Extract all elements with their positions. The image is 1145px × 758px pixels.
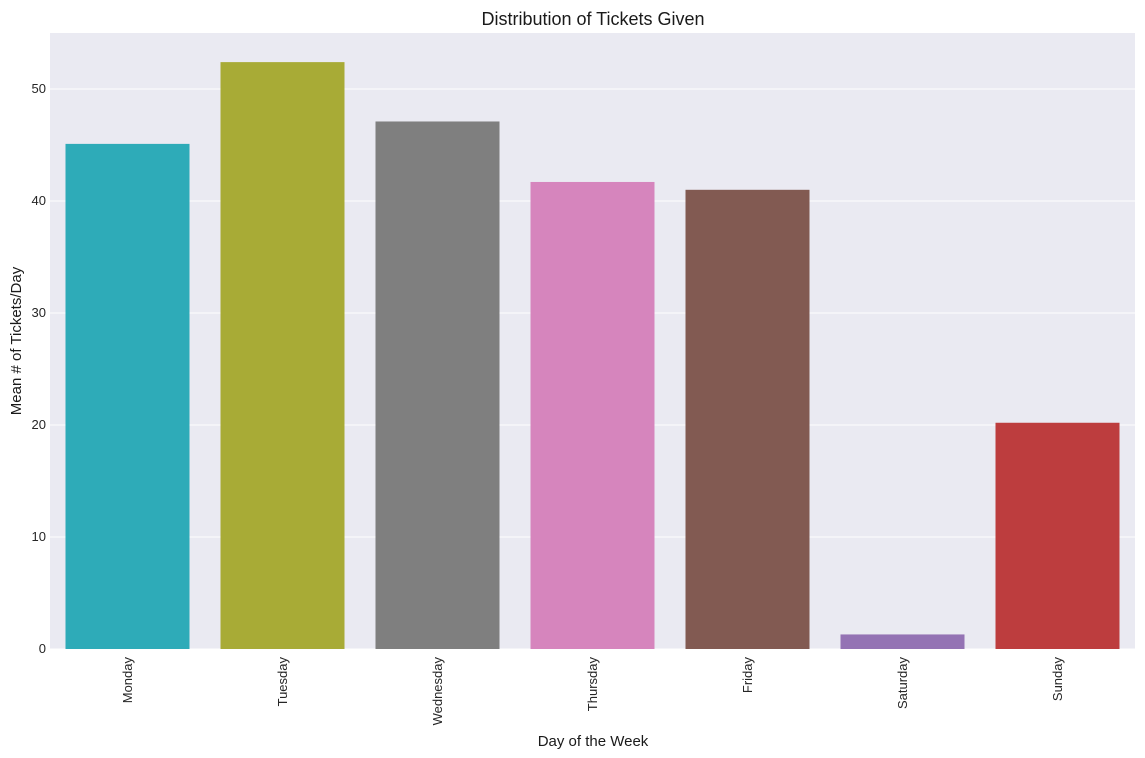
x-tick-label: Thursday: [585, 657, 600, 712]
bar-thursday: [530, 181, 655, 649]
x-tick-label: Wednesday: [430, 657, 445, 726]
y-tick-label: 40: [32, 193, 46, 208]
y-tick-label: 0: [39, 641, 46, 656]
bar-monday: [65, 143, 190, 649]
x-tick-label: Friday: [740, 657, 755, 694]
x-tick-label: Monday: [120, 657, 135, 704]
x-tick-label: Saturday: [895, 657, 910, 710]
y-axis-label: Mean # of Tickets/Day: [8, 266, 25, 415]
bar-tuesday: [220, 62, 345, 650]
chart-title: Distribution of Tickets Given: [481, 9, 704, 29]
x-tick-label: Sunday: [1050, 657, 1065, 702]
bar-sunday: [995, 422, 1120, 649]
y-tick-label: 30: [32, 305, 46, 320]
x-axis-ticks: Monday Tuesday Wednesday Thursday Friday Satu…: [120, 657, 1065, 726]
x-tick-label: Tuesday: [275, 657, 290, 707]
y-tick-label: 10: [32, 529, 46, 544]
bars: [65, 62, 1120, 650]
bar-wednesday: [375, 121, 500, 650]
y-axis-ticks: 0 10 20 30 40 50: [32, 81, 46, 656]
y-tick-label: 50: [32, 81, 46, 96]
bar-saturday: [840, 634, 965, 649]
y-tick-label: 20: [32, 417, 46, 432]
x-axis-label: Day of the Week: [538, 733, 649, 750]
bar-friday: [685, 189, 810, 650]
